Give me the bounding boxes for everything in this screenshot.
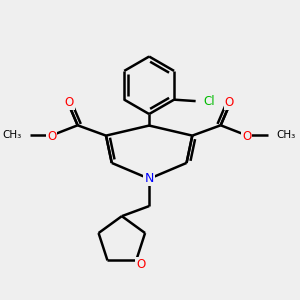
Text: CH₃: CH₃ xyxy=(277,130,296,140)
Text: Cl: Cl xyxy=(204,94,215,108)
Text: O: O xyxy=(242,130,251,143)
Text: O: O xyxy=(225,96,234,109)
Text: O: O xyxy=(136,258,145,271)
Text: N: N xyxy=(145,172,154,185)
Text: CH₃: CH₃ xyxy=(2,130,22,140)
Text: O: O xyxy=(64,96,74,109)
Text: O: O xyxy=(47,130,56,143)
